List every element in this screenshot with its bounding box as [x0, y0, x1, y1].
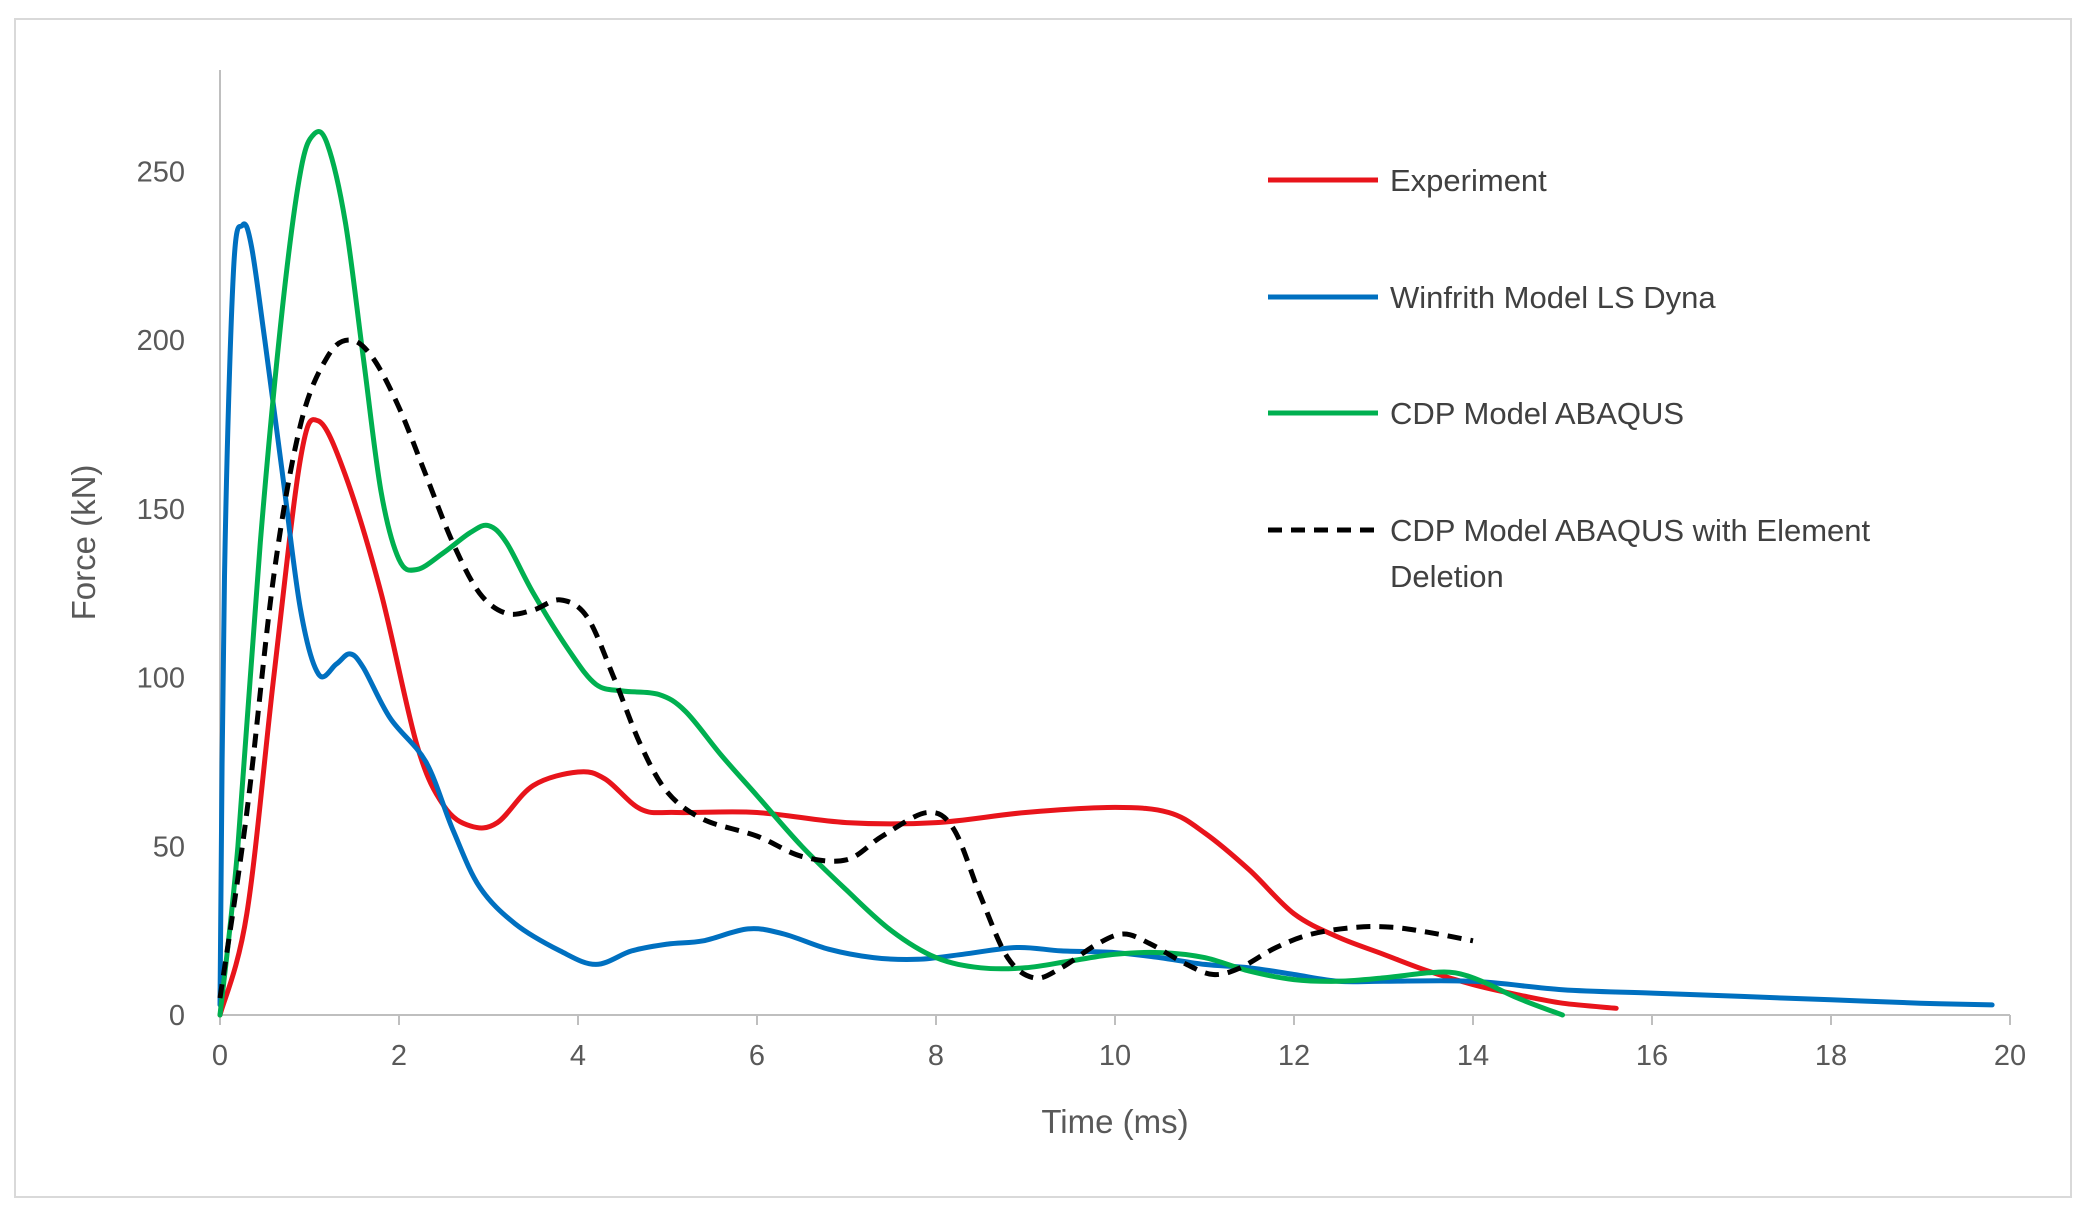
y-tick-label: 250 — [137, 156, 185, 188]
legend-label-winfrith-model-ls-dyna: Winfrith Model LS Dyna — [1390, 280, 1716, 315]
x-tick-label: 10 — [1099, 1040, 1131, 1072]
y-tick-label: 50 — [153, 831, 185, 863]
x-tick-label: 8 — [928, 1040, 944, 1072]
x-tick-label: 12 — [1278, 1040, 1310, 1072]
x-tick-label: 6 — [749, 1040, 765, 1072]
legend-label-experiment: Experiment — [1390, 163, 1547, 198]
x-tick-label: 16 — [1636, 1040, 1668, 1072]
legend-label-cdp-model-abaqus-with-element-deletion-line2: Deletion — [1390, 559, 1504, 594]
series-line-cdp-model-abaqus — [217, 129, 1565, 1018]
y-tick-label: 200 — [137, 325, 185, 357]
series-line-cdp-model-abaqus-with-element-deletion — [217, 337, 1474, 999]
legend-label-cdp-model-abaqus-with-element-deletion: CDP Model ABAQUS with Element — [1390, 513, 1871, 548]
series-lines — [217, 129, 1995, 1018]
x-axis-title: Time (ms) — [1041, 1103, 1188, 1140]
x-tick-label: 14 — [1457, 1040, 1489, 1072]
chart-frame — [14, 18, 2072, 1198]
y-axis-title: Force (kN) — [65, 465, 102, 621]
x-tick-label: 0 — [212, 1040, 228, 1072]
y-tick-label: 100 — [137, 663, 185, 695]
y-tick-label: 150 — [137, 494, 185, 526]
x-tick-label: 4 — [570, 1040, 586, 1072]
series-line-experiment — [217, 417, 1619, 1018]
legend: Experiment Winfrith Model LS Dyna CDP Mode… — [1268, 163, 1871, 594]
series-line-winfrith-model-ls-dyna — [217, 221, 1995, 1008]
x-tick-label: 2 — [391, 1040, 407, 1072]
x-tick-label: 18 — [1815, 1040, 1847, 1072]
y-tick-label: 0 — [169, 1000, 185, 1032]
legend-label-cdp-model-abaqus: CDP Model ABAQUS — [1390, 396, 1684, 431]
x-tick-label: 20 — [1994, 1040, 2026, 1072]
